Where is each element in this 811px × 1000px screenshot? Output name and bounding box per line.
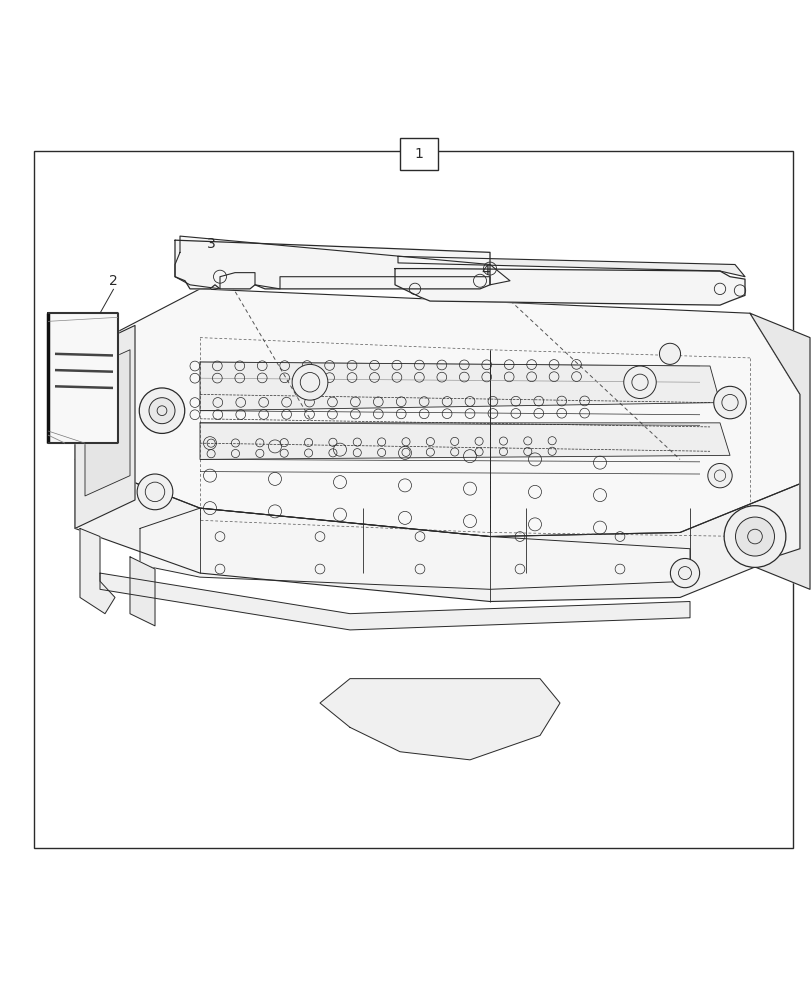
Circle shape: [139, 388, 185, 433]
Text: 2: 2: [109, 274, 118, 288]
Polygon shape: [394, 269, 744, 305]
Bar: [34, 151, 792, 848]
Polygon shape: [85, 350, 130, 496]
Polygon shape: [80, 528, 115, 614]
Circle shape: [137, 474, 173, 510]
Circle shape: [149, 398, 175, 424]
Polygon shape: [75, 459, 799, 601]
Polygon shape: [175, 236, 509, 289]
Polygon shape: [48, 313, 118, 443]
Circle shape: [292, 364, 328, 400]
Polygon shape: [139, 508, 689, 589]
Text: 1: 1: [414, 147, 423, 161]
Polygon shape: [749, 313, 809, 589]
Polygon shape: [200, 423, 729, 459]
Bar: [399, 138, 438, 170]
Circle shape: [735, 517, 774, 556]
Polygon shape: [100, 573, 689, 630]
Text: 3: 3: [207, 237, 215, 251]
Circle shape: [659, 343, 680, 364]
Polygon shape: [75, 325, 135, 528]
Circle shape: [723, 506, 785, 567]
Polygon shape: [320, 679, 560, 760]
Circle shape: [623, 366, 655, 398]
Circle shape: [713, 386, 745, 419]
Polygon shape: [175, 240, 489, 289]
Circle shape: [707, 463, 732, 488]
Circle shape: [670, 558, 699, 588]
Text: 4: 4: [481, 264, 489, 278]
Polygon shape: [130, 557, 155, 626]
Polygon shape: [397, 256, 744, 277]
Polygon shape: [75, 289, 799, 537]
Polygon shape: [200, 362, 719, 411]
